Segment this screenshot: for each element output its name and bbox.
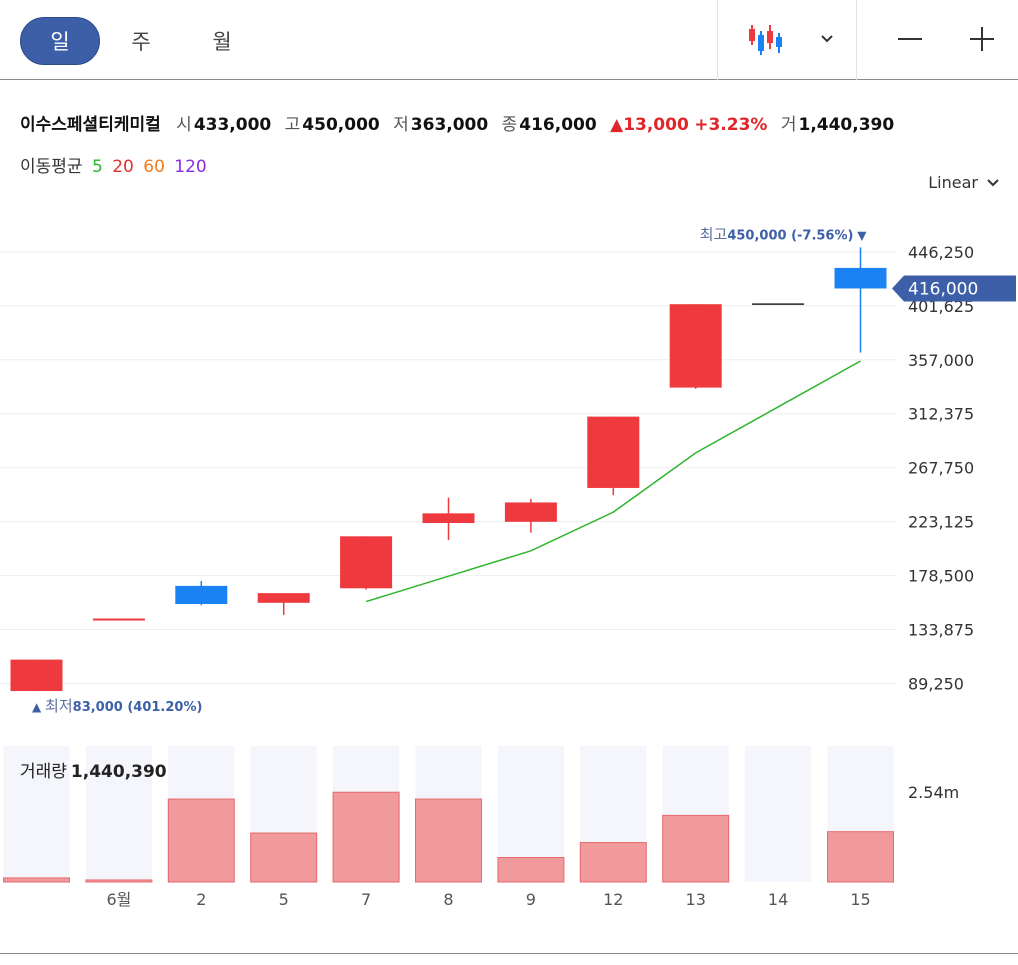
candle-body [504,502,557,522]
chart-type-selector[interactable] [735,14,845,64]
moving-average-legend: 이동평균 5 20 60 120 [20,152,211,177]
volume-bar [167,798,235,883]
plus-icon [970,27,994,51]
low-label: 저 [393,115,409,135]
change-pct: +3.23% [694,115,768,135]
ma-5[interactable]: 5 [91,157,103,177]
ma-60[interactable]: 60 [143,157,165,177]
volume-value: 1,440,390 [798,115,895,135]
divider [856,0,857,80]
up-arrow-icon: ▲ [610,115,624,135]
volume-track [745,746,812,882]
close-value: 416,000 [519,115,597,135]
volume-bar [250,832,318,883]
x-tick-label: 12 [603,890,623,909]
ma-label: 이동평균 [20,157,83,177]
candle-body [587,416,640,488]
x-tick-label: 14 [768,890,788,909]
open-value: 433,000 [193,115,272,135]
zoom-in-button[interactable] [962,14,1002,64]
candlestick-icon [749,25,782,55]
current-price-label: 416,000 [908,279,978,299]
y-tick-label: 446,250 [908,243,974,262]
change-value: 13,000 [623,115,689,135]
scale-selector[interactable]: Linear [928,173,1000,192]
tab-week[interactable]: 주 [131,30,151,54]
toolbar: 일 주 월 [0,0,1018,80]
high-annotation: 최고450,000 (-7.56%) ▼ [700,225,868,243]
volume-bar [415,798,482,883]
y-tick-label: 267,750 [908,459,974,478]
chevron-down-icon [987,178,999,186]
volume-bar [3,877,70,883]
volume-bar [332,791,400,883]
high-label: 고 [284,115,301,135]
candle-body [257,593,310,603]
y-tick-label: 89,250 [908,674,964,693]
candle-body [175,585,228,605]
tab-month[interactable]: 월 [212,30,232,54]
y-tick-label: 357,000 [908,351,974,370]
chevron-down-icon [821,35,833,43]
divider [0,953,1018,954]
volume-track [3,746,70,882]
volume-bar [579,842,647,883]
x-tick-label: 5 [279,890,289,909]
divider [717,0,718,80]
y-tick-label: 133,875 [908,621,974,640]
y-tick-label: 401,625 [908,297,974,316]
stock-name: 이수스페셜티케미컬 [20,115,161,135]
stock-info: 이수스페셜티케미컬 시 433,000 고 450,000 저 363,000 종 41… [20,110,902,135]
volume-bar [827,831,894,883]
volume-panel-value: 1,440,390 [70,762,167,782]
x-tick-label: 6월 [106,890,131,909]
low-value: 363,000 [410,115,489,135]
close-label: 종 [501,115,518,135]
candle-body [422,513,475,524]
zoom-out-button[interactable] [890,14,930,64]
tab-day[interactable]: 일 [20,17,100,65]
x-tick-label: 13 [686,890,706,909]
candle-body [834,267,887,289]
high-value: 450,000 [302,115,380,135]
scale-label: Linear [928,173,978,192]
current-price-tag [892,275,1016,302]
candle-body [340,536,393,589]
volume-bar [662,814,730,883]
volume-bar [497,857,565,883]
x-tick-label: 15 [850,890,870,909]
volume-axis-label: 2.54m [908,783,959,802]
y-tick-label: 223,125 [908,513,974,532]
candle-body [92,618,145,621]
minus-icon [898,38,922,40]
volume-panel-label: 거래량 1,440,390 [20,757,167,782]
open-label: 시 [176,115,192,135]
volume-label: 거 [780,115,797,135]
candle-body [10,659,63,692]
volume-bar [85,879,153,883]
ma5-line [365,360,861,603]
ma-20[interactable]: 20 [112,157,134,177]
x-tick-label: 8 [443,890,453,909]
low-annotation: ▲ 최저83,000 (401.20%) [32,697,202,715]
x-tick-label: 9 [526,890,536,909]
y-tick-label: 178,500 [908,567,974,586]
candle-body [669,304,722,388]
volume-track [85,746,152,882]
volume-panel-title: 거래량 [20,762,67,782]
y-tick-label: 312,375 [908,405,974,424]
ma-120[interactable]: 120 [174,157,207,177]
x-tick-label: 2 [196,890,206,909]
x-tick-label: 7 [361,890,371,909]
